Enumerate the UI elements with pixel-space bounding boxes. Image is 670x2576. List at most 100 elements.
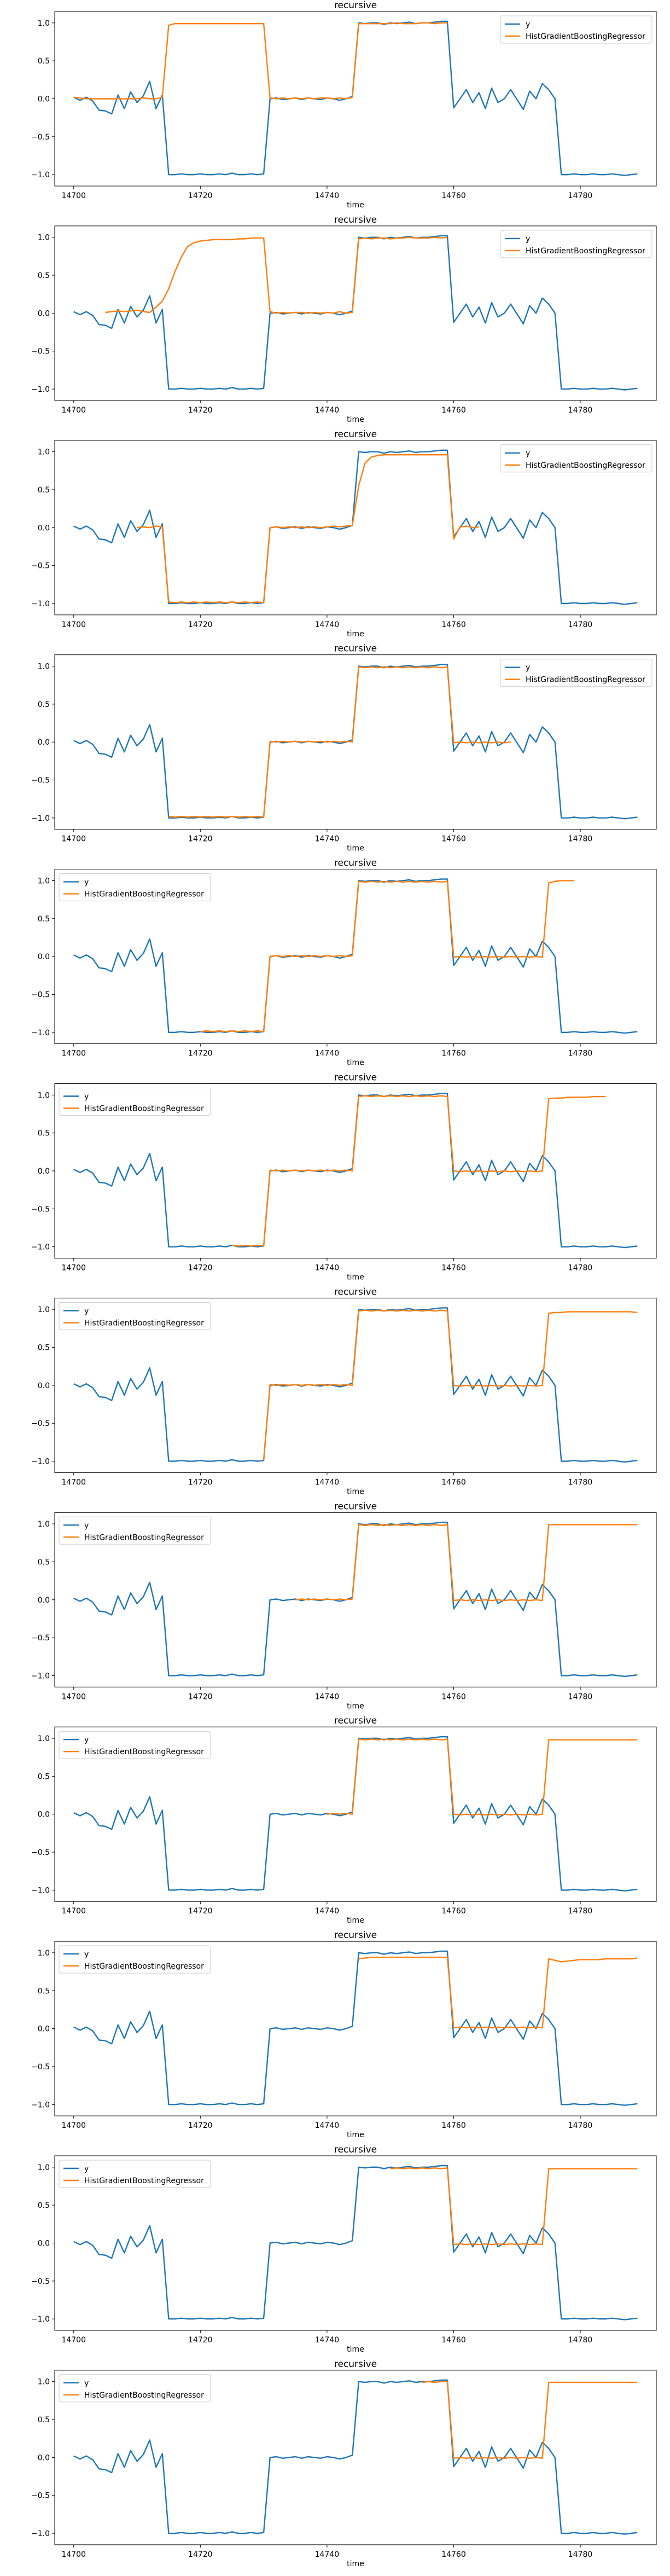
legend-box <box>59 2160 211 2188</box>
y-tick-label: 1.0 <box>38 234 50 242</box>
x-tick-label: 14740 <box>315 1478 340 1487</box>
y-tick-label: −0.5 <box>31 1205 50 1214</box>
y-series-line <box>73 1307 638 1463</box>
x-tick-label: 14700 <box>61 406 86 415</box>
legend: y HistGradientBoostingRegressor <box>59 873 211 902</box>
x-axis-label: time <box>347 415 364 424</box>
y-series-line <box>73 1093 638 1249</box>
prediction-series-line <box>168 666 511 818</box>
x-tick-label: 14760 <box>441 2550 466 2559</box>
legend: y HistGradientBoostingRegressor <box>500 659 652 687</box>
chart-panel-6: recursive 14700 14720 14740 14760 14780 −1.0 −0… <box>31 1072 657 1282</box>
prediction-series-line <box>422 2381 638 2459</box>
plot-area <box>73 664 638 820</box>
x-tick-label: 14740 <box>315 406 340 415</box>
x-axis-label: time <box>347 1702 364 1710</box>
y-tick-label: 0.0 <box>38 953 50 961</box>
y-tick-label: 0.0 <box>38 524 50 532</box>
legend-label: HistGradientBoostingRegressor <box>84 1105 204 1113</box>
chart-panel-3: recursive 14700 14720 14740 14760 14780 −1.0 −0… <box>31 429 657 639</box>
y-tick-label: 1.0 <box>38 877 50 885</box>
y-series-line <box>73 1736 638 1892</box>
y-tick-label: −1.0 <box>31 1886 50 1895</box>
prediction-series-line <box>263 1309 638 1461</box>
legend-box <box>500 659 652 687</box>
x-tick-label: 14760 <box>441 406 466 415</box>
x-tick-label: 14780 <box>568 1478 593 1487</box>
x-tick-label: 14740 <box>315 2121 340 2130</box>
legend: y HistGradientBoostingRegressor <box>500 15 652 44</box>
y-tick-label: −1.0 <box>31 814 50 823</box>
y-tick-label: −1.0 <box>31 2315 50 2324</box>
x-axis-label: time <box>347 844 364 853</box>
x-tick-label: 14760 <box>441 835 466 844</box>
y-tick-label: 0.5 <box>38 1344 50 1353</box>
legend-label: y <box>84 1521 89 1530</box>
y-series-line <box>73 1522 638 1678</box>
legend-label: HistGradientBoostingRegressor <box>84 2177 204 2185</box>
x-tick-label: 14780 <box>568 2336 593 2345</box>
y-tick-label: 1.0 <box>38 2163 50 2172</box>
legend-box <box>59 873 211 902</box>
y-tick-label: −1.0 <box>31 385 50 394</box>
chart-panel-1: recursive 14700 14720 14740 14760 14780 −1.0 −0… <box>31 0 657 210</box>
x-tick-label: 14780 <box>568 620 593 629</box>
legend-label: HistGradientBoostingRegressor <box>84 1962 204 1971</box>
y-tick-label: −0.5 <box>31 1848 50 1857</box>
x-tick-label: 14700 <box>61 2550 86 2559</box>
legend-box <box>500 444 652 473</box>
x-tick-label: 14720 <box>188 2550 213 2559</box>
chart-title: recursive <box>334 214 377 225</box>
y-tick-label: 0.5 <box>38 700 50 709</box>
y-tick-label: −0.5 <box>31 347 50 356</box>
x-tick-label: 14780 <box>568 192 593 200</box>
legend-label: y <box>84 1950 89 1959</box>
chart-title: recursive <box>334 1501 377 1512</box>
x-tick-label: 14700 <box>61 1478 86 1487</box>
x-tick-label: 14700 <box>61 1907 86 1916</box>
legend: y HistGradientBoostingRegressor <box>500 230 652 258</box>
x-tick-label: 14720 <box>188 620 213 629</box>
legend-label: y <box>84 1736 89 1744</box>
x-tick-label: 14700 <box>61 2121 86 2130</box>
plot-area <box>73 1736 638 1892</box>
legend-box <box>59 2374 211 2403</box>
x-tick-label: 14780 <box>568 2550 593 2559</box>
legend: y HistGradientBoostingRegressor <box>59 1516 211 1545</box>
x-axis-label: time <box>347 201 364 210</box>
plot-area <box>73 1307 638 1463</box>
y-tick-label: −1.0 <box>31 1672 50 1680</box>
prediction-series-line <box>327 1738 638 1816</box>
legend-label: HistGradientBoostingRegressor <box>84 890 204 899</box>
legend-label: y <box>526 664 530 672</box>
plot-area <box>73 2379 638 2535</box>
y-tick-label: 0.5 <box>38 271 50 280</box>
legend-box <box>500 15 652 44</box>
y-tick-label: 1.0 <box>38 19 50 28</box>
x-tick-label: 14760 <box>441 2336 466 2345</box>
y-tick-label: 1.0 <box>38 1306 50 1314</box>
plot-area <box>73 1093 638 1249</box>
x-tick-label: 14760 <box>441 1049 466 1058</box>
x-tick-label: 14760 <box>441 1907 466 1916</box>
x-tick-label: 14720 <box>188 192 213 200</box>
y-tick-label: 1.0 <box>38 663 50 671</box>
plot-area <box>73 2165 638 2320</box>
y-series-line <box>73 449 638 605</box>
x-tick-label: 14700 <box>61 1264 86 1273</box>
legend-label: HistGradientBoostingRegressor <box>526 32 645 41</box>
legend-box <box>500 230 652 258</box>
x-tick-label: 14760 <box>441 1264 466 1273</box>
chart-panel-4: recursive 14700 14720 14740 14760 14780 −1.0 −0… <box>31 643 657 853</box>
legend: y HistGradientBoostingRegressor <box>59 2374 211 2403</box>
x-tick-label: 14720 <box>188 1049 213 1058</box>
y-tick-label: −0.5 <box>31 776 50 785</box>
legend-label: y <box>526 20 530 29</box>
plot-area <box>73 878 638 1034</box>
x-tick-label: 14720 <box>188 1692 213 1701</box>
legend: y HistGradientBoostingRegressor <box>59 1088 211 1116</box>
y-tick-label: 0.0 <box>38 2240 50 2248</box>
y-tick-label: 0.5 <box>38 1772 50 1781</box>
y-tick-label: 1.0 <box>38 448 50 457</box>
